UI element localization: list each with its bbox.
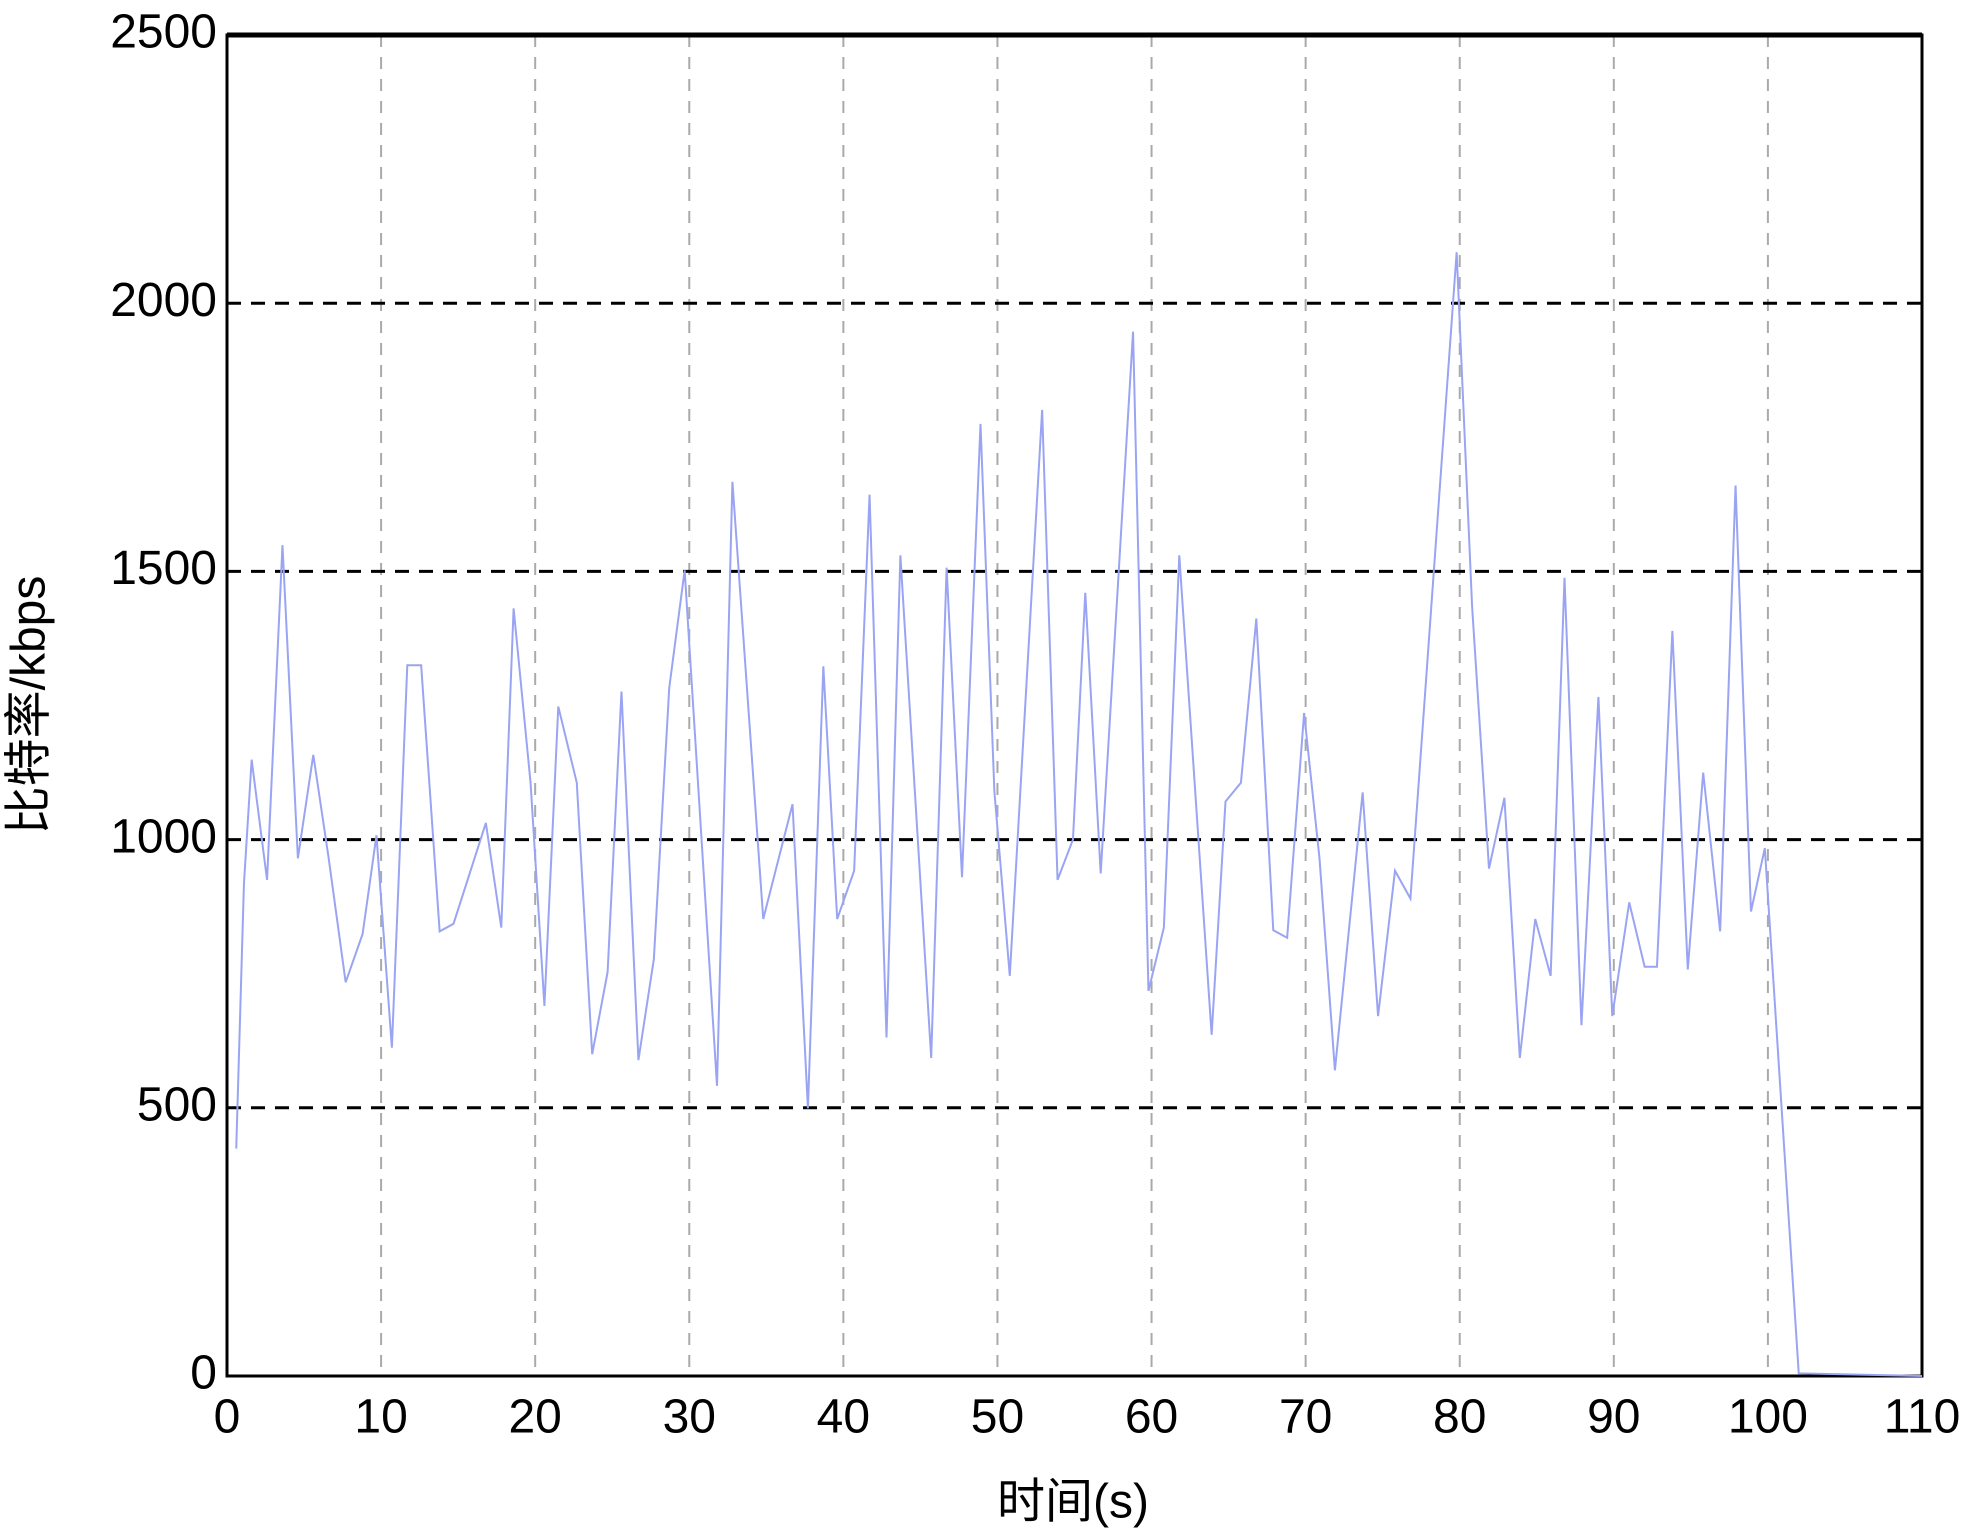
- y-tick-label: 2500: [110, 6, 217, 59]
- y-tick-label: 1500: [110, 542, 217, 595]
- x-tick-label: 110: [1884, 1391, 1961, 1444]
- x-tick-label: 10: [354, 1391, 407, 1444]
- x-tick-label: 70: [1279, 1391, 1332, 1444]
- x-tick-label: 20: [508, 1391, 561, 1444]
- x-tick-label: 80: [1433, 1391, 1486, 1444]
- data-line: [235, 252, 1923, 1377]
- y-tick-label: 500: [137, 1078, 217, 1131]
- y-tick-label: 1000: [110, 810, 217, 863]
- x-tick-label: 100: [1728, 1391, 1808, 1444]
- x-tick-label: 30: [663, 1391, 716, 1444]
- x-tick-label: 0: [214, 1391, 241, 1444]
- x-tick-label: 50: [971, 1391, 1024, 1444]
- x-tick-label: 40: [817, 1391, 870, 1444]
- x-axis-title: 时间(s): [997, 1476, 1149, 1529]
- plot-frame: [225, 33, 1924, 1378]
- y-tick-label: 2000: [110, 274, 217, 327]
- y-axis-title: 比特率/kbps: [3, 576, 56, 835]
- x-tick-label: 60: [1125, 1391, 1178, 1444]
- y-tick-label: 0: [190, 1347, 217, 1400]
- x-tick-label: 90: [1587, 1391, 1640, 1444]
